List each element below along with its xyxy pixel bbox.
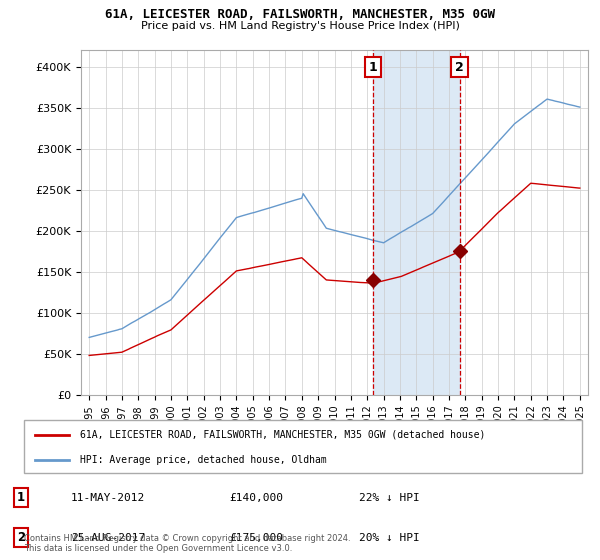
Text: 1: 1 [369, 60, 377, 74]
Text: Contains HM Land Registry data © Crown copyright and database right 2024.
This d: Contains HM Land Registry data © Crown c… [24, 534, 350, 553]
Bar [373, 50, 460, 395]
Text: 1: 1 [17, 491, 25, 505]
Text: 61A, LEICESTER ROAD, FAILSWORTH, MANCHESTER, M35 0GW: 61A, LEICESTER ROAD, FAILSWORTH, MANCHES… [105, 8, 495, 21]
Text: 22% ↓ HPI: 22% ↓ HPI [359, 493, 419, 503]
FancyBboxPatch shape [24, 420, 582, 473]
Text: 2: 2 [455, 60, 464, 74]
Text: HPI: Average price, detached house, Oldham: HPI: Average price, detached house, Oldh… [80, 455, 326, 465]
Text: 20% ↓ HPI: 20% ↓ HPI [359, 533, 419, 543]
Text: Price paid vs. HM Land Registry's House Price Index (HPI): Price paid vs. HM Land Registry's House … [140, 21, 460, 31]
Text: 25-AUG-2017: 25-AUG-2017 [71, 533, 145, 543]
Text: 11-MAY-2012: 11-MAY-2012 [71, 493, 145, 503]
Text: £175,000: £175,000 [229, 533, 283, 543]
Text: 61A, LEICESTER ROAD, FAILSWORTH, MANCHESTER, M35 0GW (detached house): 61A, LEICESTER ROAD, FAILSWORTH, MANCHES… [80, 430, 485, 440]
Text: £140,000: £140,000 [229, 493, 283, 503]
Text: 2: 2 [17, 531, 25, 544]
